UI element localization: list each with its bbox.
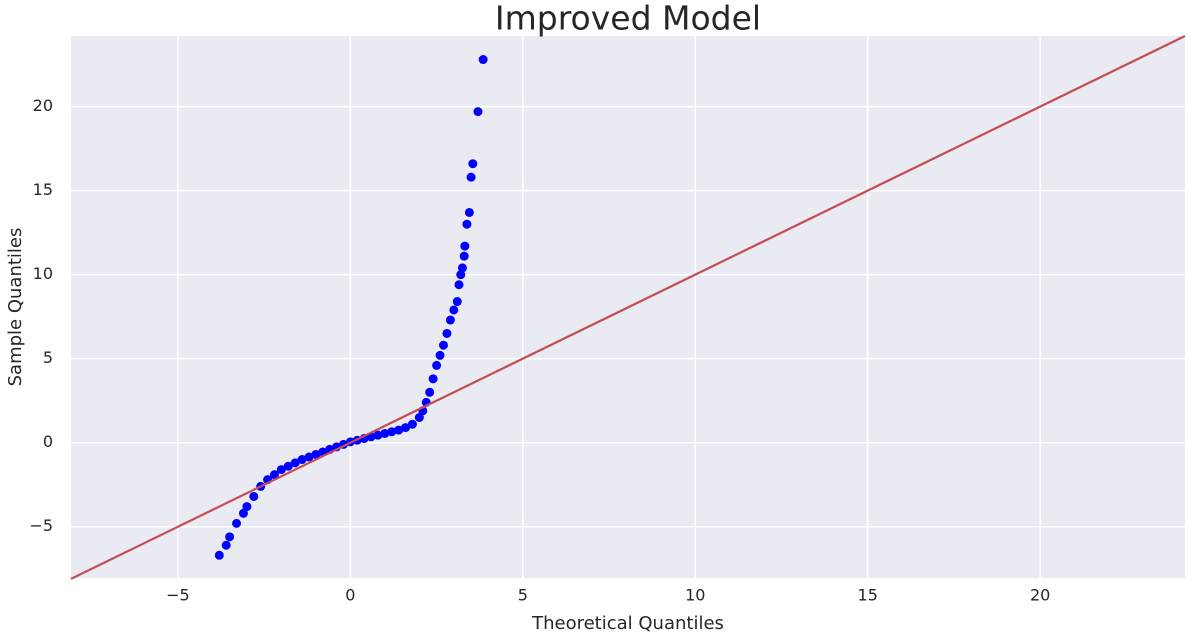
point	[249, 491, 259, 501]
point	[311, 449, 321, 459]
point	[238, 508, 248, 518]
point	[214, 550, 224, 560]
point	[373, 430, 383, 440]
point	[221, 540, 231, 550]
x-tick-label: 5	[518, 586, 528, 605]
point	[380, 428, 390, 438]
point	[401, 423, 411, 433]
point	[297, 455, 307, 465]
point	[232, 518, 242, 528]
y-tick-label: 15	[33, 180, 53, 199]
point	[460, 241, 470, 251]
point	[425, 387, 435, 397]
x-tick-label: 20	[1030, 586, 1050, 605]
point	[466, 172, 476, 182]
chart-title: Improved Model	[495, 0, 761, 38]
point	[283, 461, 293, 471]
y-tick-label: 0	[43, 432, 53, 451]
x-tick-label: −5	[166, 586, 190, 605]
point	[407, 419, 417, 429]
y-tick-label: 10	[33, 264, 53, 283]
point	[304, 452, 314, 462]
point	[242, 502, 252, 512]
y-tick-label: 20	[33, 96, 53, 115]
y-tick-label: −5	[29, 516, 53, 535]
point	[457, 263, 467, 273]
point	[464, 207, 474, 217]
point	[435, 350, 445, 360]
point	[468, 159, 478, 169]
point	[438, 340, 448, 350]
reference-line	[70, 35, 1186, 580]
x-tick-label: 15	[858, 586, 878, 605]
point	[473, 107, 483, 117]
x-tick-label: 10	[685, 586, 705, 605]
point	[414, 413, 424, 423]
point	[462, 219, 472, 229]
point	[428, 374, 438, 384]
point	[276, 465, 286, 475]
y-axis-label: Sample Quantiles	[5, 228, 26, 387]
x-axis-label: Theoretical Quantiles	[531, 613, 724, 634]
point	[449, 305, 459, 315]
point	[452, 297, 462, 307]
point	[454, 280, 464, 290]
point	[478, 55, 488, 65]
point	[432, 360, 442, 370]
point	[394, 425, 404, 435]
point	[269, 470, 279, 480]
point	[442, 328, 452, 338]
point	[387, 427, 397, 437]
point	[445, 315, 455, 325]
point	[459, 251, 469, 261]
y-tick-label: 5	[43, 348, 53, 367]
point	[290, 458, 300, 468]
point	[225, 532, 235, 542]
x-tick-label: 0	[345, 586, 355, 605]
point	[456, 270, 466, 280]
